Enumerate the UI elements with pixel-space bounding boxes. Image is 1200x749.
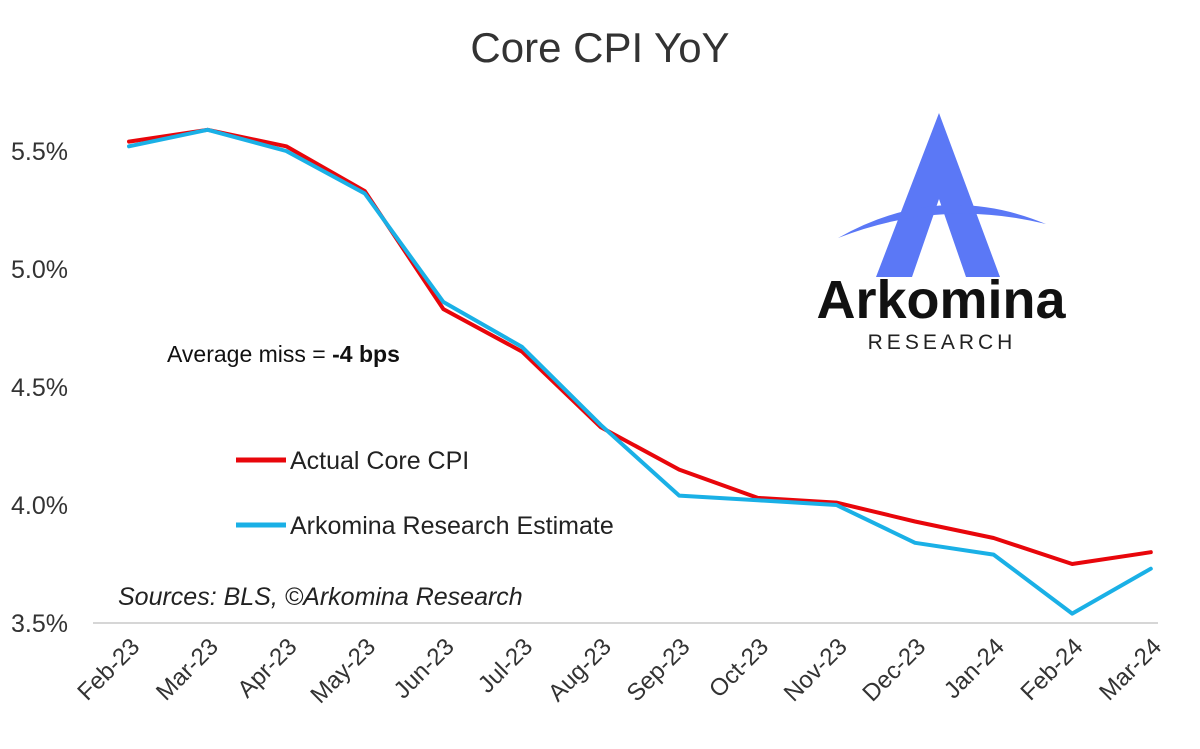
x-axis-ticks: Feb-23 Mar-23 Apr-23 May-23 Jun-23 Jul-23 Aug-… <box>72 633 1167 709</box>
average-miss-annotation: Average miss = -4 bps <box>167 341 400 367</box>
arkomina-logo: Arkomina RESEARCH <box>816 113 1066 354</box>
series-line-actual-core-cpi <box>127 127 1153 566</box>
x-tick-label: Mar-24 <box>1094 633 1167 706</box>
x-tick-label: Sep-23 <box>622 633 696 707</box>
logo-subtitle: RESEARCH <box>868 331 1017 354</box>
average-miss-label: Average miss = <box>167 341 332 367</box>
x-tick-label: Jul-23 <box>473 633 538 698</box>
x-tick-label: Jun-23 <box>389 633 460 704</box>
legend-label-actual: Actual Core CPI <box>290 447 469 475</box>
average-miss-value: -4 bps <box>332 341 400 367</box>
logo-swoosh-icon <box>838 205 1046 238</box>
legend: Actual Core CPI Arkomina Research Estima… <box>236 447 614 540</box>
x-tick-label: Mar-23 <box>151 633 224 706</box>
y-tick-label: 5.5% <box>11 138 68 166</box>
logo-a-mark-icon <box>876 113 1000 277</box>
y-axis-ticks: 3.5% 4.0% 4.5% 5.0% 5.5% <box>11 138 68 638</box>
x-tick-label: Dec-23 <box>857 633 931 707</box>
source-note: Sources: BLS, ©Arkomina Research <box>118 583 523 611</box>
y-tick-label: 4.0% <box>11 492 68 520</box>
x-tick-label: Oct-23 <box>704 633 774 703</box>
x-tick-label: Apr-23 <box>232 633 302 703</box>
y-tick-label: 4.5% <box>11 374 68 402</box>
chart-title: Core CPI YoY <box>470 24 729 71</box>
x-tick-label: Feb-24 <box>1016 633 1089 706</box>
x-tick-label: May-23 <box>305 633 381 709</box>
legend-label-estimate: Arkomina Research Estimate <box>290 512 614 540</box>
x-tick-label: Jan-24 <box>939 633 1010 704</box>
series-lines <box>127 127 1153 616</box>
series-line-arkomina-estimate <box>127 127 1153 616</box>
x-tick-label: Feb-23 <box>72 633 145 706</box>
x-tick-label: Aug-23 <box>543 633 617 707</box>
x-tick-label: Nov-23 <box>779 633 853 707</box>
y-tick-label: 5.0% <box>11 256 68 284</box>
logo-wordmark: Arkomina <box>816 270 1066 330</box>
y-tick-label: 3.5% <box>11 610 68 638</box>
